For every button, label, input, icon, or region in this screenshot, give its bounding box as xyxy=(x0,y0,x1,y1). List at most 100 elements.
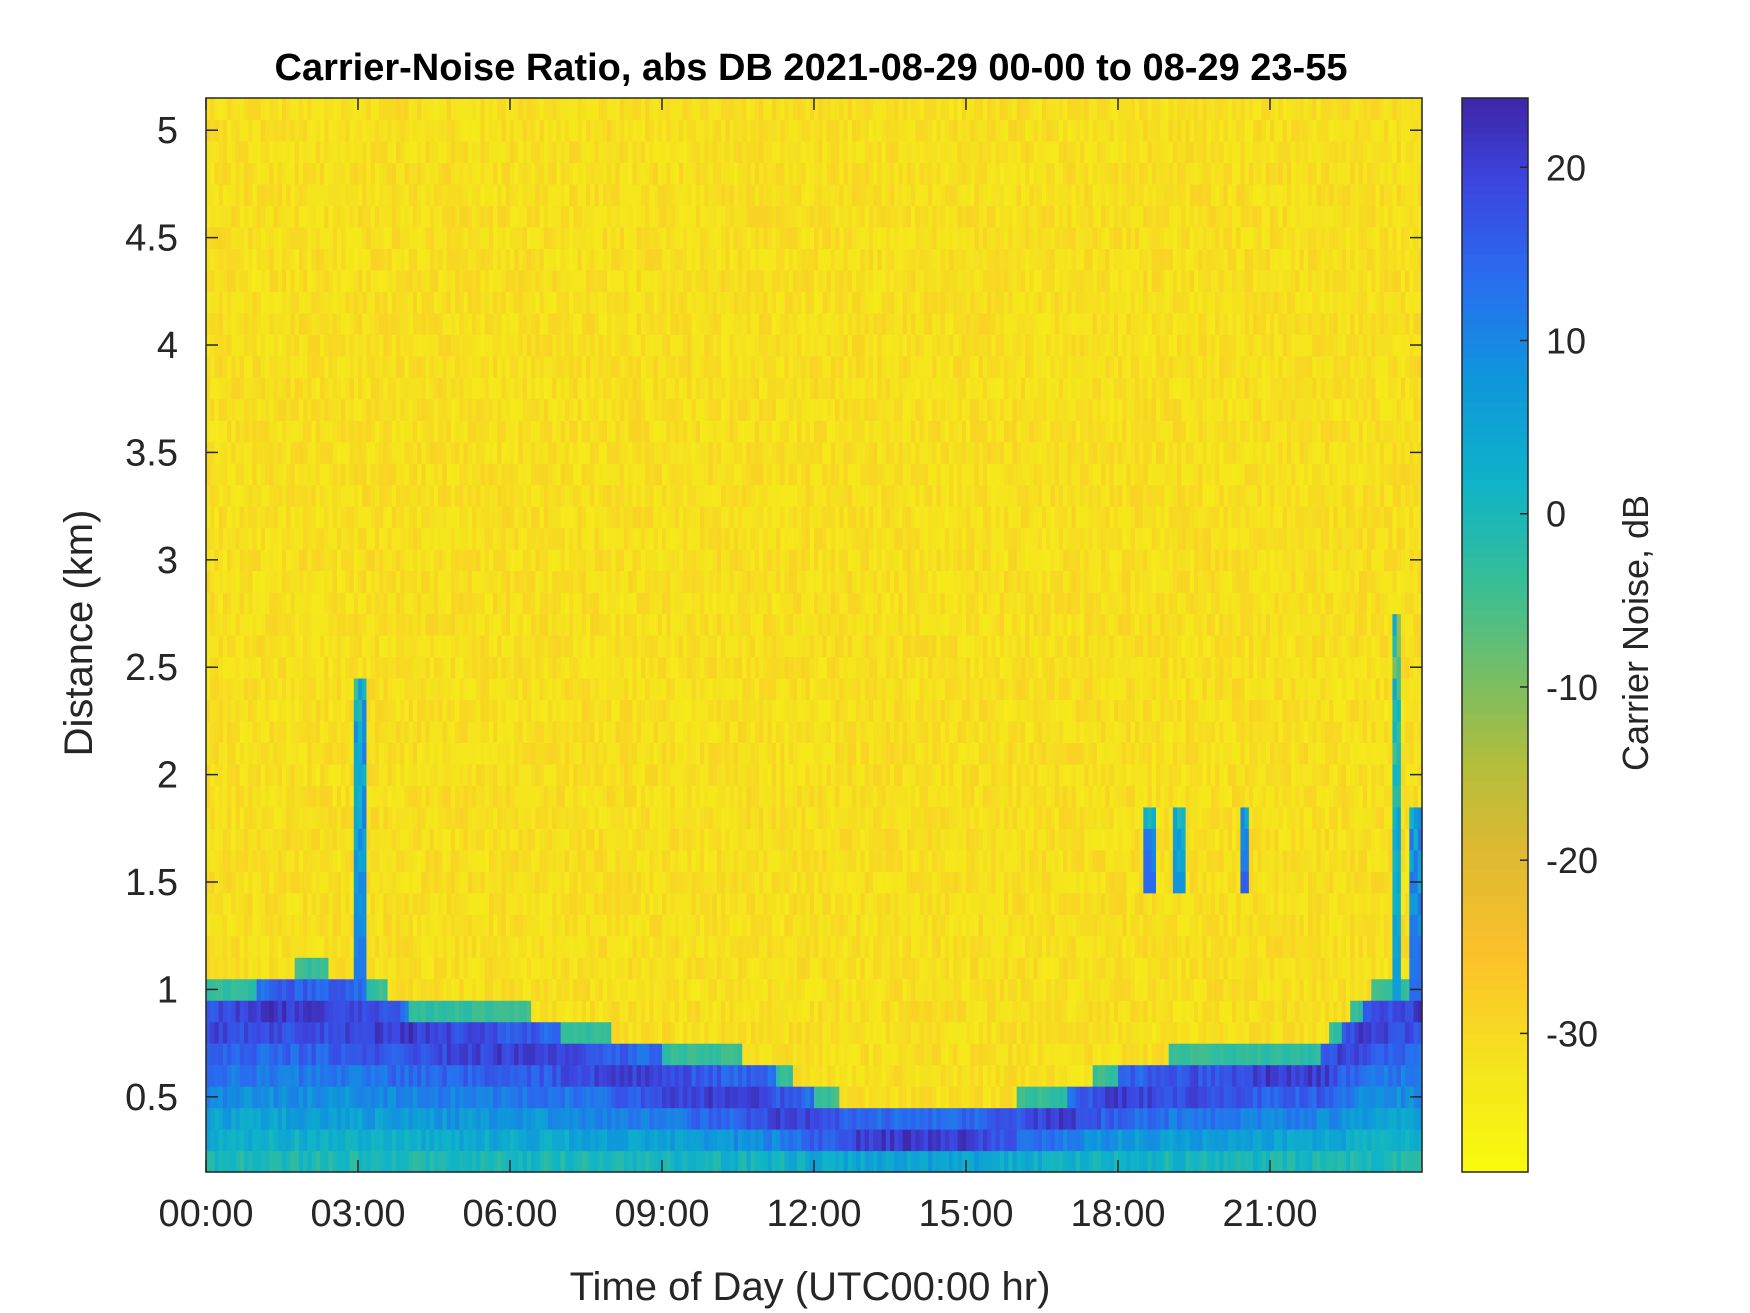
heatmap-cell xyxy=(239,935,245,958)
heatmap-cell xyxy=(256,1043,262,1066)
heatmap-cell xyxy=(366,162,372,185)
heatmap-cell xyxy=(522,140,528,164)
heatmap-cell xyxy=(239,183,245,206)
heatmap-cell xyxy=(577,312,583,335)
heatmap-cell xyxy=(362,720,368,743)
heatmap-cell xyxy=(396,484,401,507)
heatmap-cell xyxy=(463,570,469,593)
heatmap-cell xyxy=(239,570,245,593)
heatmap-cell xyxy=(400,1086,406,1109)
heatmap-cell xyxy=(294,635,300,658)
heatmap-cell xyxy=(607,119,612,142)
heatmap-cell xyxy=(244,441,249,464)
heatmap-cell xyxy=(412,570,418,593)
heatmap-cell xyxy=(320,935,325,958)
heatmap-cell xyxy=(307,119,313,142)
heatmap-cell xyxy=(358,1043,363,1066)
heatmap-cell xyxy=(231,957,237,980)
heatmap-cell xyxy=(594,549,600,572)
heatmap-cell xyxy=(611,291,617,314)
heatmap-cell xyxy=(539,828,545,851)
heatmap-cell xyxy=(206,1000,211,1023)
heatmap-cell xyxy=(345,98,351,121)
heatmap-cell xyxy=(497,892,503,915)
heatmap-cell xyxy=(391,205,397,228)
heatmap-cell xyxy=(522,463,528,486)
heatmap-cell xyxy=(396,269,401,292)
heatmap-cell xyxy=(543,978,549,1001)
heatmap-cell xyxy=(244,592,249,615)
heatmap-cell xyxy=(472,892,477,915)
heatmap-cell xyxy=(510,377,515,400)
heatmap-cell xyxy=(383,183,389,206)
heatmap-cell xyxy=(273,763,279,786)
heatmap-cell xyxy=(615,140,621,164)
heatmap-cell xyxy=(417,420,422,443)
heatmap-cell xyxy=(446,871,452,894)
heatmap-cell xyxy=(408,398,414,421)
heatmap-cell xyxy=(505,398,511,421)
heatmap-cell xyxy=(404,1150,410,1173)
heatmap-cell xyxy=(349,269,355,292)
heatmap-cell xyxy=(602,742,608,765)
heatmap-cell xyxy=(391,527,397,550)
heatmap-cell xyxy=(311,549,317,572)
heatmap-cell xyxy=(446,1064,452,1087)
heatmap-cell xyxy=(607,656,612,679)
heatmap-cell xyxy=(235,140,241,164)
heatmap-cell xyxy=(294,613,300,636)
heatmap-cell xyxy=(315,720,321,743)
heatmap-cell xyxy=(472,506,477,529)
heatmap-cell xyxy=(548,1129,553,1152)
heatmap-cell xyxy=(480,377,486,400)
heatmap-cell xyxy=(387,935,393,958)
heatmap-cell xyxy=(311,957,317,980)
heatmap-cell xyxy=(467,119,473,142)
heatmap-cell xyxy=(290,720,296,743)
heatmap-cell xyxy=(222,463,228,486)
heatmap-cell xyxy=(543,312,549,335)
heatmap-cell xyxy=(307,463,313,486)
heatmap-cell xyxy=(480,183,486,206)
heatmap-cell xyxy=(256,1107,262,1130)
heatmap-cell xyxy=(218,677,224,701)
heatmap-cell xyxy=(438,957,444,980)
heatmap-cell xyxy=(370,1129,376,1152)
heatmap-cell xyxy=(459,248,465,271)
heatmap-cell xyxy=(518,592,524,615)
heatmap-cell xyxy=(505,484,511,507)
heatmap-cell xyxy=(366,183,372,206)
heatmap-cell xyxy=(307,914,313,937)
heatmap-cell xyxy=(218,226,224,249)
heatmap-cell xyxy=(210,785,216,808)
heatmap-cell xyxy=(366,635,372,658)
heatmap-cell xyxy=(387,377,393,400)
heatmap-cell xyxy=(493,119,498,142)
heatmap-cell xyxy=(235,205,241,228)
heatmap-cell xyxy=(573,183,579,206)
heatmap-cell xyxy=(286,892,292,915)
heatmap-cell xyxy=(522,484,528,507)
heatmap-cell xyxy=(459,291,465,314)
heatmap-cell xyxy=(590,742,596,765)
heatmap-cell xyxy=(370,441,376,464)
heatmap-cell xyxy=(488,1129,494,1152)
heatmap-cell xyxy=(345,398,351,421)
heatmap-cell xyxy=(269,355,275,378)
heatmap-cell xyxy=(590,312,596,335)
heatmap-cell xyxy=(446,312,452,335)
heatmap-cell xyxy=(518,334,524,357)
heatmap-cell xyxy=(615,248,621,271)
heatmap-cell xyxy=(222,248,228,271)
heatmap-cell xyxy=(298,1129,304,1152)
heatmap-cell xyxy=(624,656,629,679)
heatmap-cell xyxy=(252,334,258,357)
heatmap-cell xyxy=(349,398,355,421)
heatmap-cell xyxy=(387,291,393,314)
heatmap-cell xyxy=(493,785,498,808)
heatmap-cell xyxy=(383,226,389,249)
heatmap-cell xyxy=(463,420,469,443)
heatmap-cell xyxy=(602,312,608,335)
heatmap-cell xyxy=(227,806,232,829)
heatmap-cell xyxy=(514,119,520,142)
